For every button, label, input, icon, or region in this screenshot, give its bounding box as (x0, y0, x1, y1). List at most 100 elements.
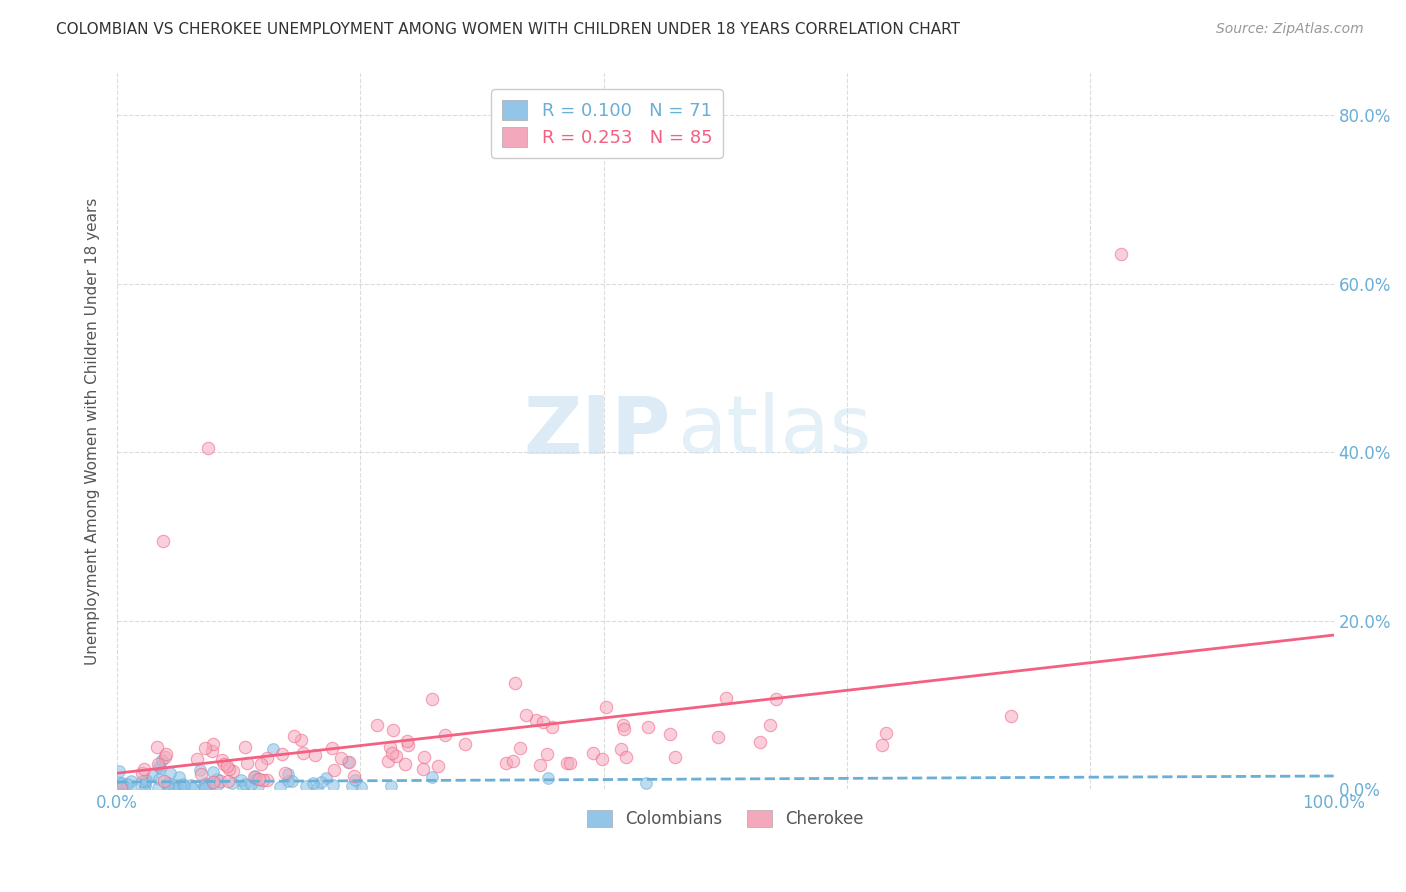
Point (531, 714, 554, 729)
Point (201, 775, 224, 789)
Point (211, 753, 233, 767)
Point (274, 766, 297, 780)
Point (382, 723, 405, 737)
Point (765, 692, 787, 706)
Point (380, 779, 402, 793)
Point (193, 779, 215, 793)
Point (323, 763, 346, 777)
Point (610, 742, 633, 756)
Point (155, 749, 177, 764)
Point (217, 774, 239, 789)
Point (108, 780, 131, 794)
Point (637, 720, 659, 734)
Point (321, 740, 343, 755)
Point (613, 722, 636, 736)
Point (748, 735, 770, 749)
Point (875, 726, 897, 740)
Point (270, 747, 292, 761)
Point (309, 774, 332, 789)
Point (186, 752, 208, 766)
Point (108, 764, 131, 779)
Point (146, 757, 169, 772)
Point (529, 758, 551, 772)
Point (1000, 709, 1022, 723)
Point (232, 781, 254, 796)
Point (205, 772, 228, 786)
Point (277, 774, 299, 789)
Point (121, 773, 143, 788)
Point (194, 741, 217, 756)
Point (180, 778, 202, 792)
Point (190, 766, 212, 780)
Point (281, 773, 304, 788)
Point (302, 776, 325, 790)
Point (115, 777, 138, 791)
Point (714, 691, 737, 706)
Point (236, 756, 259, 770)
Point (207, 777, 229, 791)
Point (108, 781, 131, 796)
Y-axis label: Unemployment Among Women with Children Under 18 years: Unemployment Among Women with Children U… (86, 197, 100, 665)
Point (412, 762, 434, 776)
Point (396, 739, 419, 753)
Point (557, 756, 579, 770)
Point (614, 750, 637, 764)
Point (134, 775, 156, 789)
Point (707, 730, 730, 744)
Point (194, 781, 217, 796)
Point (420, 770, 443, 784)
Point (197, 441, 219, 455)
Point (181, 781, 204, 796)
Point (188, 764, 211, 778)
Point (394, 756, 416, 771)
Point (495, 756, 517, 770)
Point (337, 755, 360, 769)
Point (194, 776, 217, 790)
Point (595, 700, 617, 714)
Point (155, 747, 177, 762)
Point (222, 764, 245, 778)
Point (202, 737, 225, 751)
Point (240, 777, 263, 791)
Point (291, 747, 314, 761)
Point (108, 776, 131, 790)
Point (135, 773, 157, 788)
Legend: Colombians, Cherokee: Colombians, Cherokee (581, 803, 870, 835)
Point (434, 728, 457, 742)
Point (377, 754, 399, 768)
Point (159, 765, 181, 780)
Point (235, 739, 257, 754)
Point (591, 752, 613, 766)
Point (221, 776, 243, 790)
Point (344, 773, 367, 788)
Point (502, 754, 524, 768)
Point (157, 780, 180, 794)
Point (426, 759, 449, 773)
Point (132, 781, 155, 796)
Point (201, 743, 224, 757)
Point (247, 772, 270, 787)
Point (193, 780, 215, 794)
Point (350, 780, 373, 795)
Point (536, 747, 558, 761)
Point (150, 753, 173, 767)
Point (454, 737, 477, 751)
Point (380, 739, 402, 754)
Text: atlas: atlas (676, 392, 870, 470)
Point (233, 777, 256, 791)
Point (305, 780, 328, 795)
Point (252, 772, 274, 787)
Point (149, 761, 172, 775)
Point (269, 780, 291, 794)
Point (420, 692, 443, 706)
Point (283, 729, 305, 743)
Point (337, 755, 360, 769)
Point (541, 720, 564, 734)
Point (246, 780, 269, 794)
Text: ZIP: ZIP (523, 392, 671, 470)
Point (134, 779, 156, 793)
Point (110, 780, 132, 795)
Point (212, 757, 235, 772)
Point (658, 727, 681, 741)
Point (340, 780, 363, 794)
